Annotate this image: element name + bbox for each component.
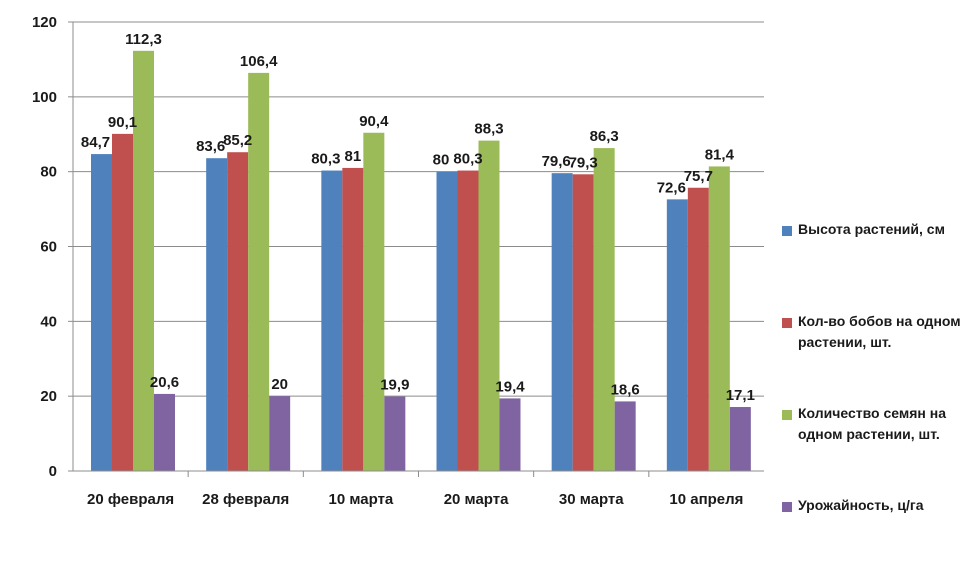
bar <box>478 140 500 471</box>
bar <box>708 166 730 471</box>
bar <box>269 396 291 471</box>
y-tick-labels: 0 20 40 60 80 100 120 <box>32 14 57 480</box>
bar <box>687 187 709 471</box>
y-tick-label: 120 <box>32 14 57 31</box>
x-category-label: 28 февраля <box>202 491 289 508</box>
data-label: 19,4 <box>495 378 525 395</box>
data-label: 84,7 <box>81 134 110 151</box>
legend-item: Высота растений, см <box>782 221 968 240</box>
bar <box>666 199 688 472</box>
x-category-label: 10 марта <box>329 491 394 508</box>
y-tick-label: 0 <box>49 463 57 480</box>
x-category-label: 10 апреля <box>669 491 743 508</box>
data-label: 81,4 <box>705 146 735 163</box>
bar <box>321 170 343 471</box>
bar <box>384 396 406 471</box>
data-label: 80,3 <box>311 151 340 168</box>
y-tick-label: 100 <box>32 89 57 106</box>
data-label: 88,3 <box>474 121 503 138</box>
y-tick-label: 60 <box>40 239 57 256</box>
bar <box>342 167 364 472</box>
legend-item: Урожайность, ц/га <box>782 497 968 516</box>
x-category-label: 20 марта <box>444 491 509 508</box>
data-label: 79,3 <box>569 154 598 171</box>
bar <box>729 407 751 471</box>
legend-label: Количество семян на одном растении, шт. <box>798 405 946 442</box>
data-label: 90,1 <box>108 114 137 131</box>
gridlines <box>73 21 764 397</box>
legend-swatch <box>782 502 792 512</box>
bar <box>593 148 615 471</box>
bar <box>436 171 458 471</box>
data-label: 18,6 <box>611 381 640 398</box>
legend-swatch <box>782 318 792 328</box>
data-label: 80,3 <box>453 151 482 168</box>
legend-label: Кол-во бобов на одном растении, шт. <box>798 313 961 350</box>
bar <box>91 154 112 472</box>
data-label: 85,2 <box>223 132 252 149</box>
legend-label: Высота растений, см <box>798 221 945 237</box>
bar <box>133 50 154 472</box>
bar <box>572 174 594 471</box>
y-tick-label: 80 <box>40 164 57 181</box>
data-label: 20,6 <box>150 374 179 391</box>
bar <box>248 72 270 472</box>
bar <box>457 170 479 471</box>
bar <box>614 401 636 471</box>
x-category-labels: 20 февраля 28 февраля 10 марта 20 марта 30 м… <box>87 491 743 508</box>
data-label: 17,1 <box>726 387 755 404</box>
data-label: 90,4 <box>359 113 389 130</box>
data-label: 72,6 <box>657 179 686 196</box>
y-tick-label: 40 <box>40 313 57 330</box>
data-label: 19,9 <box>380 377 409 394</box>
bar <box>112 133 133 471</box>
data-label: 106,4 <box>240 53 278 70</box>
data-label: 81 <box>344 148 361 165</box>
legend-swatch <box>782 410 792 420</box>
bar <box>206 158 228 472</box>
x-category-label: 20 февраля <box>87 491 174 508</box>
data-label: 86,3 <box>590 128 619 145</box>
data-label: 112,3 <box>125 31 162 48</box>
bar <box>363 132 385 471</box>
data-label: 75,7 <box>684 168 713 185</box>
legend-label: Урожайность, ц/га <box>798 497 924 513</box>
legend-swatch <box>782 226 792 236</box>
bar <box>551 173 573 471</box>
legend-item: Количество семян на одном растении, шт. <box>782 405 968 445</box>
axes <box>68 21 764 477</box>
data-label: 79,6 <box>542 153 571 170</box>
data-label: 20 <box>271 376 288 393</box>
bar <box>154 393 175 471</box>
data-label: 80 <box>433 152 450 169</box>
bars <box>91 50 751 472</box>
bar <box>227 152 249 471</box>
legend-item: Кол-во бобов на одном растении, шт. <box>782 313 968 353</box>
x-category-label: 30 марта <box>559 491 624 508</box>
y-tick-label: 20 <box>40 388 57 405</box>
data-label: 83,6 <box>196 138 225 155</box>
bar <box>499 398 521 471</box>
